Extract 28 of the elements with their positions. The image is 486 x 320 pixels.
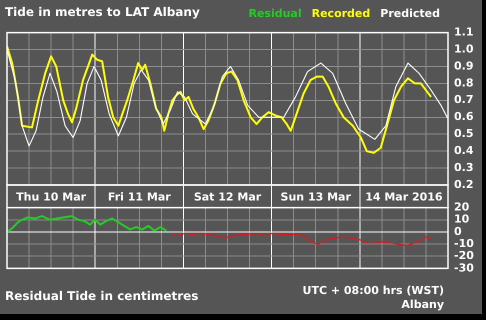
x-tick-label: Fri 11 Mar xyxy=(108,190,172,204)
y-tick-label: 10 xyxy=(454,212,470,226)
text: Albany xyxy=(401,298,444,311)
y-tick-label: 20 xyxy=(454,200,470,214)
x-tick-label: Thu 10 Mar xyxy=(16,190,87,204)
y-tick-label: 0.7 xyxy=(454,93,474,106)
y-tick-label: -30 xyxy=(454,261,474,274)
text: Residual xyxy=(248,7,302,20)
x-tick-label: Sat 12 Mar xyxy=(194,190,262,204)
y-tick-label: 1.1 xyxy=(454,25,474,38)
y-tick-label: 0 xyxy=(454,224,462,238)
y-tick-label: 0.2 xyxy=(454,178,474,191)
y-tick-label: 0.5 xyxy=(454,127,474,140)
y-tick-label: 0.6 xyxy=(454,110,474,124)
text: UTC + 08:00 hrs (WST) xyxy=(302,284,444,297)
y-tick-label: 0.8 xyxy=(454,76,474,90)
text: Residual Tide in centimetres xyxy=(5,289,198,303)
y-tick-label: 0.9 xyxy=(454,59,474,72)
y-tick-label: 0.4 xyxy=(454,144,474,157)
y-tick-label: -10 xyxy=(454,236,474,250)
chart-title: Tide in metres to LAT Albany xyxy=(5,5,200,19)
x-tick-label: Sun 13 Mar xyxy=(280,190,352,204)
text: Recorded xyxy=(312,7,370,20)
y-tick-label: 1.0 xyxy=(454,42,474,56)
y-tick-label: -20 xyxy=(454,249,474,262)
x-tick-label: 14 Mar 2016 xyxy=(365,190,443,204)
text: Predicted xyxy=(380,7,440,20)
y-tick-label: 0.3 xyxy=(454,160,474,174)
